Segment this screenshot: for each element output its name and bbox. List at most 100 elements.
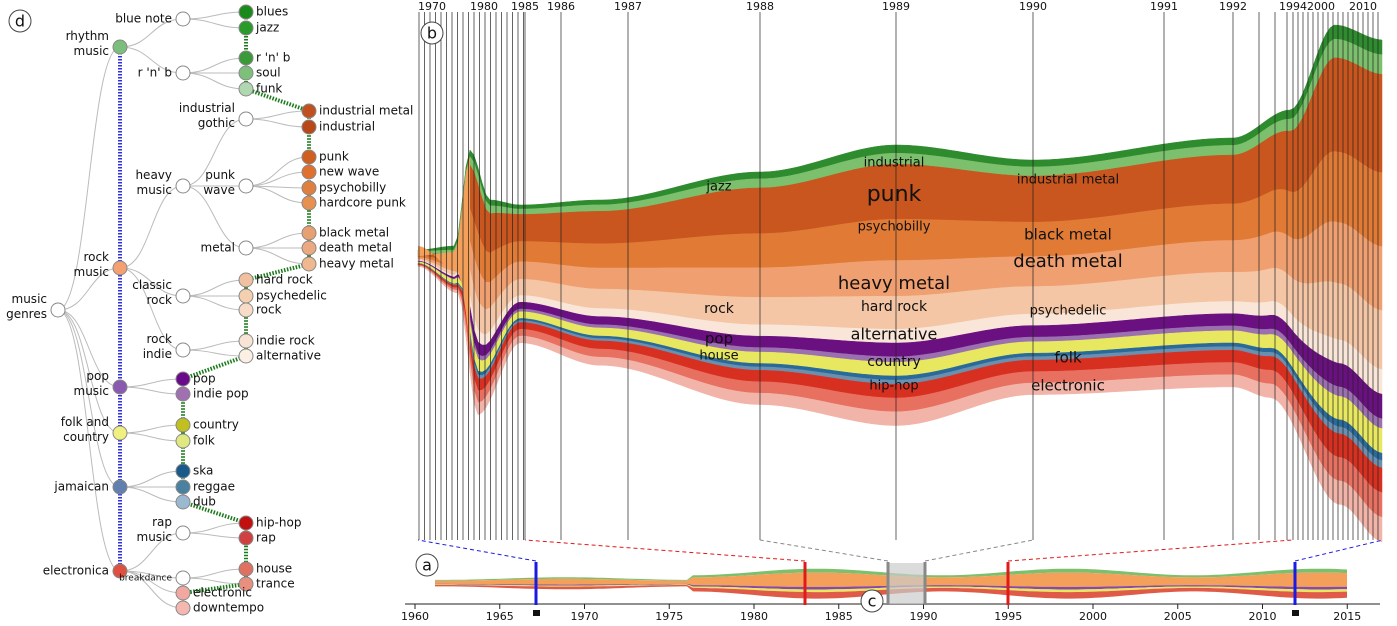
badge	[415, 553, 439, 577]
tree-edge	[182, 349, 247, 357]
tree-node	[301, 225, 317, 241]
node-label: industrial	[319, 120, 375, 134]
tree-edge	[182, 577, 247, 585]
tree-node	[238, 302, 254, 318]
node-label: blues	[256, 5, 288, 19]
connector	[1294, 539, 1384, 562]
node-label: punk	[205, 168, 235, 182]
tree-edge	[182, 11, 247, 20]
tree-edge	[119, 18, 184, 48]
node-label: indie pop	[193, 387, 249, 401]
badge-label: b	[427, 24, 437, 43]
node-label: music	[137, 183, 172, 197]
node-label: soul	[256, 66, 281, 80]
stream-label: black metal	[1024, 226, 1112, 244]
tree-edge	[119, 185, 184, 269]
tick-label: 2005	[1164, 610, 1192, 623]
tree-node	[301, 149, 317, 165]
tree-node	[175, 417, 191, 433]
year-label: 1980	[470, 0, 498, 13]
node-label: music	[137, 530, 172, 544]
node-label: heavy	[135, 168, 172, 182]
tree-edge	[182, 279, 247, 297]
tree-edge	[245, 185, 310, 204]
year-label: 1989	[882, 0, 910, 13]
selection	[888, 563, 925, 604]
tick-label: 1980	[740, 610, 768, 623]
year-label: 1994	[1279, 0, 1307, 13]
tick-label: 2015	[1333, 610, 1361, 623]
node-label: ska	[193, 464, 213, 478]
node-label: psychedelic	[256, 289, 327, 303]
stream-label: folk	[1054, 349, 1082, 367]
stream-labels: industrial punk jazz industrial metal psycho…	[699, 156, 1122, 395]
node-label: r 'n' b	[138, 66, 172, 80]
tree-node	[301, 103, 317, 119]
node-label: jazz	[255, 21, 279, 35]
stream-label: industrial metal	[1017, 173, 1119, 188]
tree-node	[175, 11, 191, 27]
node-label: indie	[143, 347, 172, 361]
node-label: folk	[193, 434, 215, 448]
node-label: punk	[319, 150, 349, 164]
node-label: electronica	[43, 564, 109, 578]
tree-node	[112, 379, 128, 395]
node-label: rap	[152, 515, 172, 529]
year-label: 2010	[1349, 0, 1377, 13]
tree-edge	[119, 424, 184, 434]
year-label: 1970	[418, 0, 446, 13]
tree-node	[238, 515, 254, 531]
connector	[1007, 539, 1294, 562]
tree-node	[301, 195, 317, 211]
node-label: hardcore punk	[319, 196, 406, 210]
node-label: jamaican	[53, 480, 109, 494]
tree-edge	[119, 267, 184, 351]
node-label: new wave	[319, 165, 379, 179]
tree-node	[175, 585, 191, 601]
node-label: funk	[256, 82, 282, 96]
tree-edge	[245, 247, 310, 265]
tree-node	[175, 342, 191, 358]
tree-node	[238, 240, 254, 256]
stream-label: death metal	[1013, 251, 1122, 272]
node-label: rap	[256, 531, 276, 545]
tick-label: 1990	[910, 610, 938, 623]
tree-edge	[57, 309, 121, 434]
stream-label: electronic	[1031, 377, 1105, 395]
tree-edge	[182, 340, 247, 351]
tree-node	[175, 570, 191, 586]
badge-label: d	[15, 12, 25, 31]
tree-edge	[119, 386, 184, 395]
tree-edge	[245, 232, 310, 249]
badge	[860, 589, 884, 613]
tree-edge	[119, 486, 184, 503]
year-label: 1991	[1150, 0, 1178, 13]
tick-label: 2010	[1249, 610, 1277, 623]
node-label: music	[74, 44, 109, 58]
tree-node	[238, 576, 254, 592]
tree-node	[50, 302, 66, 318]
tick-label: 1965	[486, 610, 514, 623]
node-label: rock	[256, 303, 282, 317]
tree-node	[238, 178, 254, 194]
node-label: music	[12, 292, 47, 306]
tree-node	[175, 65, 191, 81]
tick-label: 1975	[655, 610, 683, 623]
node-label: hip-hop	[256, 516, 301, 530]
tree-node	[238, 50, 254, 66]
node-label: breakdance	[119, 574, 172, 584]
lock-icon	[1292, 610, 1299, 616]
node-label: downtempo	[193, 601, 264, 615]
node-label: industrial metal	[319, 104, 413, 118]
stream-label: country	[867, 354, 921, 370]
connector	[524, 539, 806, 562]
tree-edge	[57, 46, 121, 311]
stream-label: heavy metal	[838, 273, 950, 294]
tree-node	[175, 494, 191, 510]
connector	[417, 539, 537, 562]
streamgraph	[417, 24, 1383, 543]
tree-edge	[119, 267, 184, 297]
node-label: blue note	[115, 12, 172, 26]
stream-label: industrial	[864, 156, 925, 171]
